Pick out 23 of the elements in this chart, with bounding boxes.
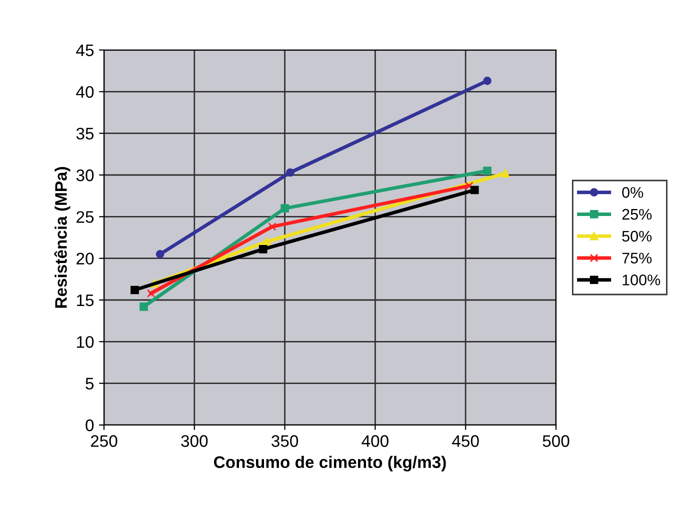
- legend-label: 100%: [622, 274, 660, 286]
- y-tick-label: 40: [76, 86, 94, 98]
- y-tick-label: 15: [77, 294, 94, 306]
- y-tick-label: 5: [86, 378, 94, 390]
- y-tick-label: 20: [76, 252, 94, 265]
- y-tick-label: 45: [76, 44, 94, 56]
- legend-label: 0%: [622, 187, 644, 198]
- x-axis-title: Consumo de cimento (kg/m3): [214, 456, 446, 472]
- legend-label: 50%: [622, 230, 652, 242]
- y-tick-label: 0: [86, 419, 94, 432]
- x-tick-label: 350: [272, 435, 298, 447]
- x-tick-label: 250: [90, 435, 118, 447]
- legend-label: 25%: [622, 208, 652, 220]
- y-axis-title: Resistência (MPa): [54, 167, 70, 308]
- y-tick-label: 35: [76, 128, 94, 140]
- x-tick-label: 500: [542, 435, 570, 447]
- y-tick-label: 30: [76, 169, 94, 182]
- x-tick-label: 450: [452, 435, 479, 447]
- x-tick-label: 400: [362, 435, 388, 447]
- y-tick-label: 25: [76, 211, 94, 223]
- x-tick-label: 300: [181, 435, 208, 447]
- legend-label: 75%: [622, 252, 652, 264]
- y-tick-label: 10: [77, 336, 94, 348]
